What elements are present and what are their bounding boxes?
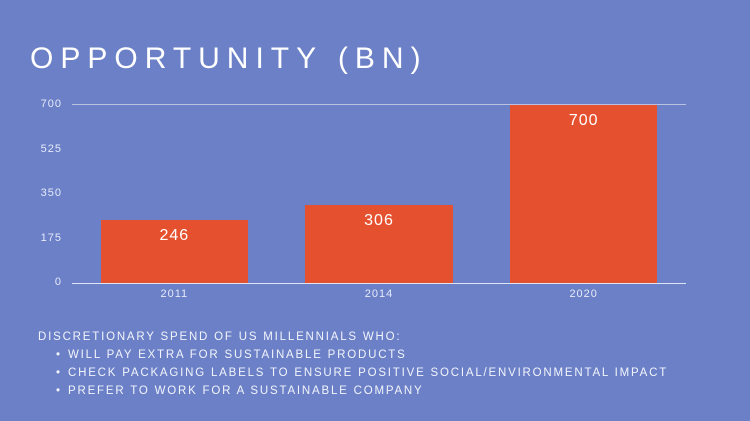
plot-area: 246 306 700 [72, 104, 686, 284]
x-axis-label: 2020 [569, 288, 598, 300]
y-tick-label: 700 [40, 98, 62, 110]
bullet-text: WILL PAY EXTRA FOR SUSTAINABLE PRODUCTS [68, 349, 407, 361]
bar-value-label: 700 [568, 112, 599, 129]
bar: 306 [305, 205, 453, 283]
x-axis-label: 2011 [160, 288, 189, 300]
bullet-icon: • [56, 349, 62, 361]
bar-slot: 306 [277, 105, 482, 283]
page-title: OPPORTUNITY (BN) [30, 42, 428, 76]
footer-heading: DISCRETIONARY SPEND OF US MILLENNIALS WH… [38, 331, 402, 343]
bar-slot: 700 [481, 105, 686, 283]
bar-value-label: 306 [364, 212, 394, 230]
bar: 700 [510, 105, 658, 283]
y-axis: 0 175 350 525 700 [38, 98, 62, 288]
bullet-item: • PREFER TO WORK FOR A SUSTAINABLE COMPAN… [38, 382, 728, 400]
bullet-text: PREFER TO WORK FOR A SUSTAINABLE COMPANY [68, 385, 424, 397]
bullet-item: • WILL PAY EXTRA FOR SUSTAINABLE PRODUCTS [38, 346, 728, 364]
y-tick-label: 0 [54, 276, 62, 288]
y-tick-label: 525 [40, 142, 62, 155]
bullet-icon: • [56, 367, 62, 379]
bullet-icon: • [56, 385, 62, 397]
bullet-list: • WILL PAY EXTRA FOR SUSTAINABLE PRODUCTS… [38, 346, 728, 400]
bullet-item: • CHECK PACKAGING LABELS TO ENSURE POSITI… [38, 364, 728, 382]
y-tick-label: 350 [40, 187, 62, 199]
y-tick-label: 175 [40, 231, 62, 244]
x-axis: 2011 2014 2020 [72, 288, 686, 300]
bar: 246 [100, 220, 249, 283]
x-axis-label: 2014 [364, 288, 394, 300]
bullet-text: CHECK PACKAGING LABELS TO ENSURE POSITIV… [68, 367, 669, 379]
bar-slot: 246 [72, 105, 277, 283]
footer-text-block: DISCRETIONARY SPEND OF US MILLENNIALS WH… [38, 328, 728, 400]
bar-value-label: 246 [159, 227, 190, 245]
bar-chart: 0 175 350 525 700 246 306 700 2011 2014 2020 [38, 98, 686, 300]
